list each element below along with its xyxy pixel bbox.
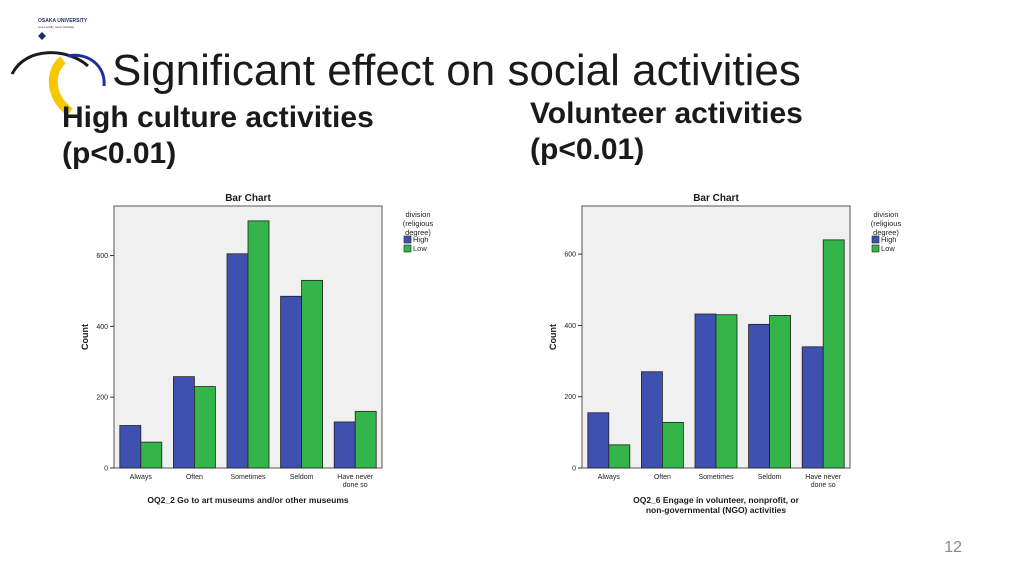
bar-high-1 (587, 412, 610, 469)
chart-volunteer: Bar Chart 0 200 400 600 Count Always Often Somet… (542, 186, 922, 516)
bar-low-3 (247, 220, 270, 469)
slide-title: Significant effect on social activities (112, 46, 801, 95)
legend-label-low: Low (881, 244, 895, 253)
y-tick-label: 0 (104, 466, 108, 473)
bar-high-5 (333, 421, 356, 469)
legend-title: division (873, 210, 898, 219)
left-heading: High culture activities (p<0.01) (62, 100, 374, 172)
bar-low-2 (194, 386, 216, 469)
bar-low-3 (715, 314, 738, 469)
bar-high-3 (226, 253, 249, 469)
chart-title: Bar Chart (693, 193, 739, 204)
bar-low-2 (662, 421, 684, 469)
legend-title: (religious (871, 219, 902, 228)
y-tick-label: 400 (96, 324, 108, 331)
bar-low-1 (608, 444, 631, 469)
x-tick-label: done so (811, 482, 836, 489)
y-tick-label: 600 (564, 252, 576, 259)
x-tick-label: Always (598, 474, 621, 481)
right-heading-title: Volunteer activities (530, 97, 803, 130)
legend-label-low: Low (413, 244, 427, 253)
bar-high-3 (694, 313, 717, 469)
y-axis-label: Count (548, 324, 558, 350)
left-heading-pvalue: (p<0.01) (62, 137, 177, 170)
x-tick-label: Seldom (758, 474, 782, 481)
university-logo (8, 16, 108, 116)
bar-high-5 (801, 346, 824, 469)
chart-title: Bar Chart (225, 193, 271, 204)
x-tick-label: Always (130, 474, 153, 481)
y-tick-label: 400 (564, 323, 576, 330)
legend-swatch-high (403, 235, 412, 244)
bar-high-2 (641, 371, 663, 469)
x-tick-label: done so (343, 482, 368, 489)
bar-chart-left: Bar Chart 0 200 400 600 Count Always Often Somet… (80, 193, 434, 505)
legend-swatch-high (871, 235, 880, 244)
y-tick-label: 200 (96, 395, 108, 402)
x-axis-label: OQ2_6 Engage in volunteer, nonprofit, or (633, 495, 799, 505)
legend-title: (religious (403, 219, 434, 228)
bar-low-5 (822, 239, 845, 469)
legend-title: degree) (405, 228, 431, 237)
bar-high-2 (173, 376, 195, 469)
y-tick-label: 600 (96, 253, 108, 260)
x-tick-label: Sometimes (230, 474, 266, 481)
legend-swatch-low (403, 244, 412, 253)
y-tick-label: 0 (572, 466, 576, 473)
x-tick-label: Often (186, 474, 203, 481)
x-tick-label: Seldom (290, 474, 314, 481)
left-heading-title: High culture activities (62, 101, 374, 134)
x-tick-label: Often (654, 474, 671, 481)
logo-tagline: Live Locally, Grow Globally (38, 25, 74, 29)
x-axis-label: non-governmental (NGO) activities (646, 505, 787, 515)
logo-wordmark: OSAKA UNIVERSITY (38, 18, 88, 24)
legend-swatch-low (871, 244, 880, 253)
bar-low-1 (140, 441, 163, 469)
chart-art-museums: Bar Chart 0 200 400 600 Count Always Often Somet… (74, 186, 454, 516)
page-number: 12 (944, 539, 962, 556)
bar-high-4 (280, 295, 303, 469)
y-axis-label: Count (80, 324, 90, 350)
x-tick-label: Have never (337, 474, 373, 481)
legend-title: division (405, 210, 430, 219)
right-heading: Volunteer activities (p<0.01) (530, 96, 803, 168)
right-heading-pvalue: (p<0.01) (530, 133, 645, 166)
bar-chart-right: Bar Chart 0 200 400 600 Count Always Often Somet… (548, 193, 902, 515)
legend-label-high: High (413, 235, 428, 244)
bar-low-4 (769, 315, 792, 469)
x-tick-label: Have never (805, 474, 841, 481)
x-tick-label: Sometimes (698, 474, 734, 481)
y-tick-label: 200 (564, 394, 576, 401)
logo-rings-icon (10, 32, 106, 116)
x-axis-label: OQ2_2 Go to art museums and/or other mus… (147, 495, 348, 505)
legend-title: degree) (873, 228, 899, 237)
legend-label-high: High (881, 235, 896, 244)
bar-low-5 (354, 410, 377, 469)
bar-high-4 (748, 323, 771, 469)
bar-high-1 (119, 425, 142, 469)
bar-low-4 (301, 279, 324, 469)
